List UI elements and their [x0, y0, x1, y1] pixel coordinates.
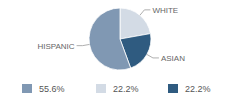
- slice-label: WHITE: [152, 6, 178, 15]
- legend-label: 22.2%: [185, 84, 211, 94]
- leader-line: [147, 54, 159, 57]
- pie: [89, 8, 151, 70]
- chart: HISPANIC WHITE ASIAN 55.6% 22.2% 22.2%: [0, 0, 240, 100]
- legend-label: 55.6%: [39, 84, 65, 94]
- slice-label: HISPANIC: [37, 42, 74, 51]
- leader-line: [77, 44, 90, 45]
- legend: 55.6% 22.2% 22.2%: [22, 84, 211, 94]
- legend-label: 22.2%: [113, 84, 139, 94]
- legend-swatch: [168, 84, 178, 93]
- leader-line: [140, 10, 150, 15]
- legend-swatch: [96, 84, 106, 93]
- pie-slice: [89, 8, 131, 70]
- legend-swatch: [22, 84, 32, 93]
- slice-label: ASIAN: [161, 54, 185, 63]
